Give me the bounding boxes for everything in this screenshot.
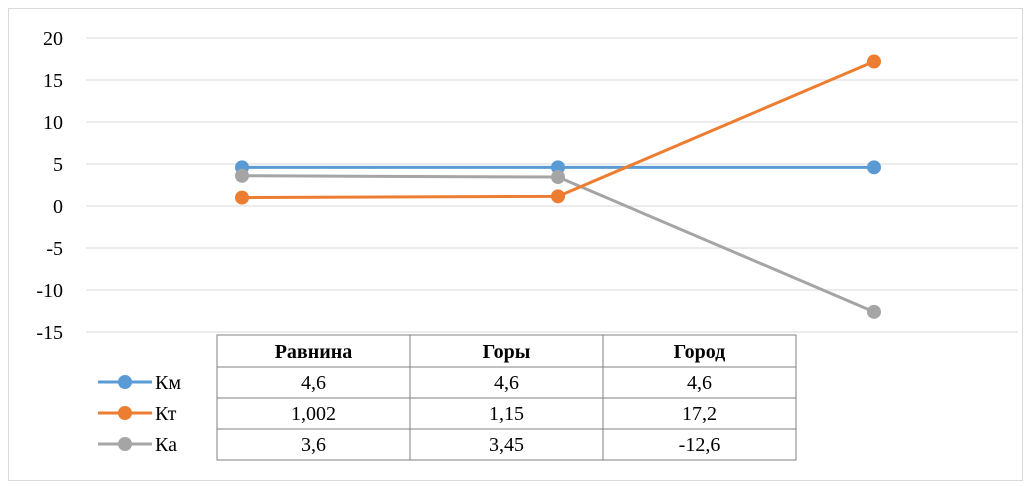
table-value-cell: 4,6 xyxy=(301,372,326,394)
legend-marker-Км xyxy=(118,375,132,389)
series-lines xyxy=(241,60,875,314)
legend-label-Км: Км xyxy=(155,372,181,394)
legend-label-Кт: Кт xyxy=(155,403,177,425)
data-point xyxy=(867,54,881,69)
legend-marker-Ка xyxy=(118,437,132,451)
grid xyxy=(86,37,1018,333)
table-value-cell: 4,6 xyxy=(687,372,712,394)
table-value-cell: 1,002 xyxy=(291,403,336,425)
y-tick-label: 15 xyxy=(43,70,63,92)
data-point xyxy=(551,170,565,185)
table-value-cell: 3,45 xyxy=(489,434,524,456)
table-header-cell: Город xyxy=(674,341,726,363)
y-tick-label: 20 xyxy=(43,28,63,50)
legend: Км Кт Ка xyxy=(98,372,181,456)
series-points xyxy=(235,54,881,319)
table-value-cell: 4,6 xyxy=(494,372,519,394)
table-value-cell: 17,2 xyxy=(682,403,717,425)
data-point xyxy=(867,304,881,319)
y-tick-label: -10 xyxy=(36,280,63,302)
table-value-cell: -12,6 xyxy=(679,434,721,456)
legend-marker-Кт xyxy=(118,406,132,420)
y-tick-label: -5 xyxy=(46,238,63,260)
data-point xyxy=(235,168,249,183)
y-tick-label: 0 xyxy=(53,196,63,218)
y-tick-label: 5 xyxy=(53,154,63,176)
y-tick-label: -15 xyxy=(36,322,63,344)
data-point xyxy=(551,189,565,204)
table-value-cell: 3,6 xyxy=(301,434,326,456)
data-point xyxy=(235,190,249,205)
y-axis-ticks: 20 15 10 5 0 -5 -10 -15 xyxy=(36,28,63,344)
y-tick-label: 10 xyxy=(43,112,63,134)
table-header-cell: Горы xyxy=(483,341,531,363)
data-table: Равнина Горы Город 4,6 4,6 4,6 1,002 1,15 17,2 3,… xyxy=(216,334,797,461)
chart-frame xyxy=(8,8,1023,481)
table-value-cell: 1,15 xyxy=(489,403,524,425)
data-point xyxy=(551,160,565,175)
data-point xyxy=(867,160,881,175)
table-header-cell: Равнина xyxy=(275,341,353,363)
legend-label-Ка: Ка xyxy=(155,434,177,456)
